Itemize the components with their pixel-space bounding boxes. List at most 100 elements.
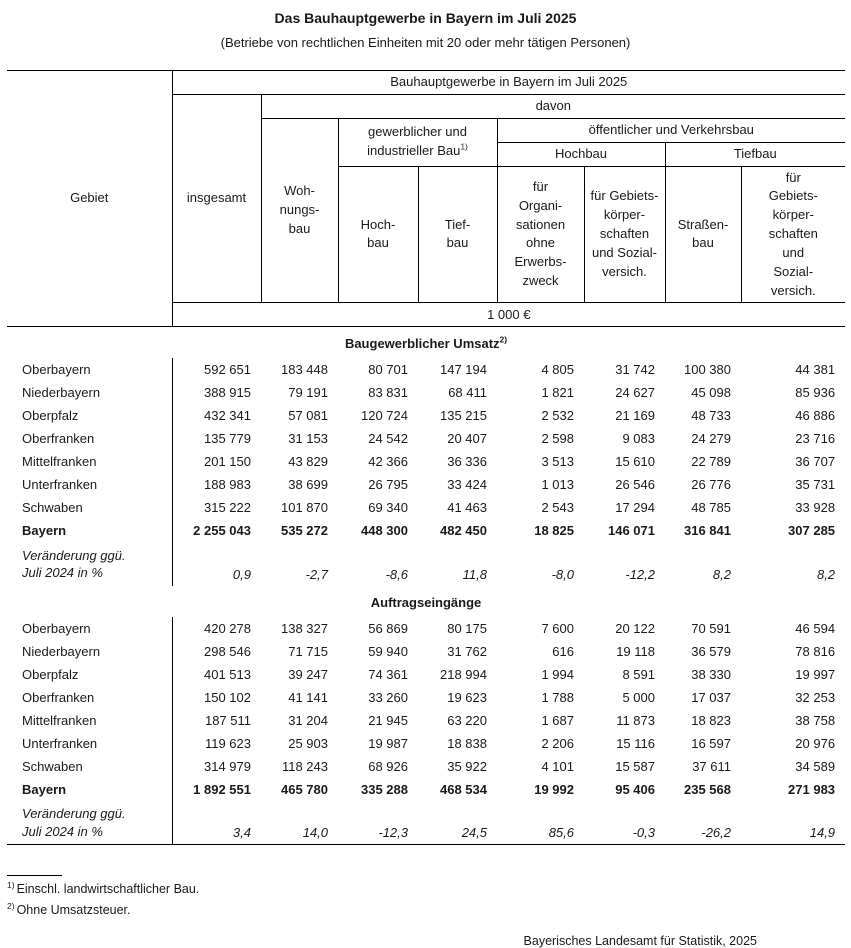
header-fuer-gebietskoerperschaften-tiefbau: für Gebiets- körper- schaften und Sozial… — [740, 165, 846, 304]
page-title: Das Bauhauptgewerbe in Bayern im Juli 20… — [274, 10, 577, 26]
value-cell: 401 513 — [171, 662, 261, 686]
value-cell: 20 976 — [795, 735, 836, 751]
value-cell: 31 153 — [288, 430, 328, 446]
footnote-1-text: Einschl. landwirtschaftlicher Bau. — [16, 882, 200, 897]
statistics-table: Gebiet Bauhauptgewerbe in Bayern im Juli… — [7, 69, 846, 846]
footnote-separator — [7, 875, 62, 877]
value-cell: 34 589 — [795, 758, 836, 774]
value-cell: 307 285 — [788, 522, 836, 538]
value-cell: 8 591 — [622, 666, 655, 682]
table-row: Unterfranken 119 623 25 903 19 987 18 838 2 2… — [7, 731, 845, 755]
value-cell: 101 870 — [281, 499, 328, 515]
value-cell: 25 903 — [288, 735, 328, 751]
value-cell: 57 081 — [288, 407, 328, 423]
value-cell: 138 327 — [281, 620, 328, 636]
value-cell: 38 699 — [288, 476, 328, 492]
table-row: Oberbayern 592 651 183 448 80 701 147 194 4 8… — [7, 357, 845, 381]
value-cell: 187 511 — [171, 708, 261, 732]
value-cell: 24 279 — [691, 430, 731, 446]
value-cell: 2 598 — [541, 430, 574, 446]
value-cell: 69 340 — [368, 499, 408, 515]
value-cell: 22 789 — [691, 453, 731, 469]
value-cell: 420 278 — [171, 616, 261, 640]
header-fuer-gebietskoerperschaften-hochbau: für Gebiets- körper- schaften und Sozial… — [583, 165, 666, 304]
table-row: Oberpfalz 432 341 57 081 120 724 135 215 2 53… — [7, 403, 845, 427]
value-cell: 7 600 — [541, 620, 574, 636]
value-cell: 36 707 — [795, 453, 836, 469]
table-row: Bayern 1 892 551 465 780 335 288 468 534 19 9… — [7, 777, 845, 801]
header-insgesamt: insgesamt — [171, 93, 262, 304]
value-cell: 135 215 — [440, 407, 487, 423]
region-label: Unterfranken — [22, 735, 98, 751]
header-hochbau: Hoch- bau — [337, 165, 419, 304]
table-header: Gebiet Bauhauptgewerbe in Bayern im Juli… — [7, 69, 846, 328]
value-cell: 18 825 — [534, 522, 574, 538]
value-cell: 68 926 — [368, 758, 408, 774]
value-cell: 45 098 — [691, 384, 731, 400]
value-cell: 36 579 — [691, 643, 731, 659]
value-cell: 44 381 — [795, 361, 836, 377]
table-row: Bayern 2 255 043 535 272 448 300 482 450 18 8… — [7, 518, 845, 542]
value-cell: 120 724 — [361, 407, 408, 423]
value-cell: 0,9 — [171, 541, 261, 586]
header-wohnungsbau: Woh- nungs- bau — [260, 117, 339, 304]
page-subtitle: (Betriebe von rechtlichen Einheiten mit … — [220, 35, 631, 50]
value-cell: 37 611 — [692, 758, 731, 774]
value-cell: 33 424 — [447, 476, 487, 492]
value-cell: 31 762 — [447, 643, 487, 659]
footnote-1: 1) Einschl. landwirtschaftlicher Bau. — [7, 881, 851, 897]
table-row: Schwaben 315 222 101 870 69 340 41 463 2 543 1… — [7, 495, 845, 519]
value-cell: 59 940 — [368, 643, 408, 659]
value-cell: 298 546 — [171, 639, 261, 663]
value-cell: 56 869 — [368, 620, 408, 636]
value-cell: 388 915 — [171, 380, 261, 404]
value-cell: 35 922 — [447, 758, 487, 774]
value-cell: 135 779 — [171, 426, 261, 450]
value-cell: 24 627 — [615, 384, 655, 400]
value-cell: 616 — [552, 643, 574, 659]
value-cell: 15 116 — [616, 735, 655, 751]
value-cell: 465 780 — [281, 781, 328, 797]
value-cell: 271 983 — [788, 781, 836, 797]
table-row: Veränderung ggü. Juli 2024 in % 3,4 14,0 -1… — [7, 800, 846, 846]
header-fuer-organisationen: für Organi- sationen ohne Erwerbs- zweck — [496, 165, 585, 304]
table-row: Niederbayern 388 915 79 191 83 831 68 411 1 8… — [7, 380, 845, 404]
value-cell: 43 829 — [288, 453, 328, 469]
value-cell: 2 532 — [541, 407, 574, 423]
region-label: Unterfranken — [22, 476, 98, 492]
value-cell: 1 687 — [541, 712, 574, 728]
value-cell: 24,5 — [418, 800, 497, 846]
value-cell: 19 987 — [368, 735, 408, 751]
footnote-2-text: Ohne Umsatzsteuer. — [16, 903, 131, 918]
value-cell: 39 247 — [288, 666, 328, 682]
value-cell: 71 715 — [288, 643, 328, 659]
value-cell: 48 733 — [691, 407, 731, 423]
value-cell: 38 330 — [691, 666, 731, 682]
value-cell: 35 731 — [795, 476, 836, 492]
value-cell: -8,6 — [385, 566, 408, 582]
header-unit: 1 000 € — [171, 302, 846, 328]
value-cell: 1 892 551 — [171, 777, 261, 801]
value-cell: 146 071 — [608, 522, 655, 538]
table-row: Mittelfranken 201 150 43 829 42 366 36 336 3 … — [7, 449, 845, 473]
region-label: Bayern — [22, 781, 67, 797]
value-cell: 5 000 — [622, 689, 655, 705]
region-label: Mittelfranken — [22, 453, 97, 469]
value-cell: 1 013 — [541, 476, 574, 492]
value-cell: 80 701 — [368, 361, 408, 377]
table-row: Niederbayern 298 546 71 715 59 940 31 762 616… — [7, 639, 845, 663]
value-cell: 31 742 — [615, 361, 655, 377]
table-row: Unterfranken 188 983 38 699 26 795 33 424 1 0… — [7, 472, 845, 496]
value-cell: 14,9 — [741, 800, 846, 846]
value-cell: 1 994 — [541, 666, 574, 682]
section-title-row: Auftragseingänge — [7, 586, 845, 617]
value-cell: 17 294 — [615, 499, 655, 515]
value-cell: 18 823 — [691, 712, 731, 728]
value-cell: 9 083 — [622, 430, 655, 446]
value-cell: 26 795 — [368, 476, 408, 492]
value-cell: 48 785 — [691, 499, 731, 515]
value-cell: 20 122 — [615, 620, 655, 636]
value-cell: 432 341 — [171, 403, 261, 427]
section-title: Auftragseingänge — [370, 594, 482, 610]
table-row: Mittelfranken 187 511 31 204 21 945 63 220 1 … — [7, 708, 845, 732]
